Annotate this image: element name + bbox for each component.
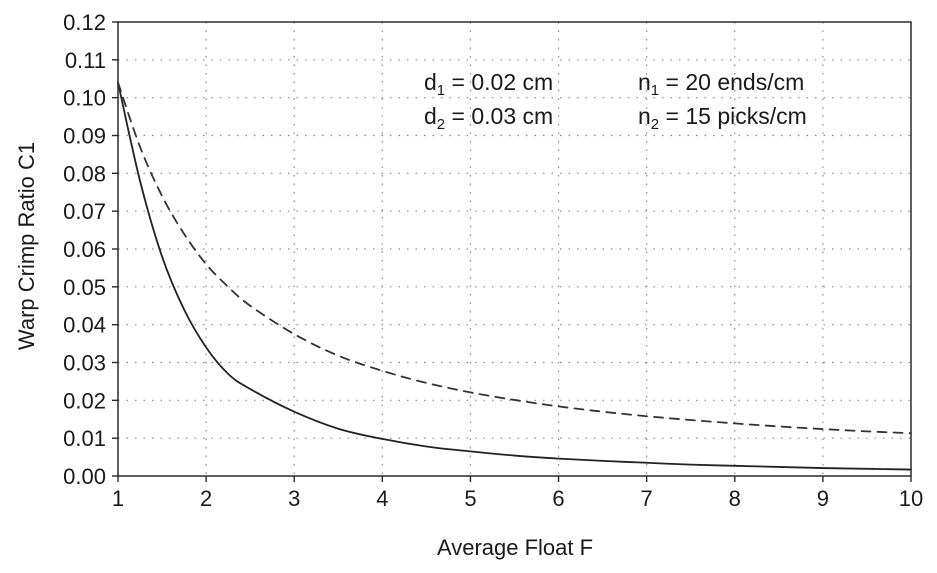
y-axis-title: Warp Crimp Ratio C1 xyxy=(14,142,39,350)
y-tick-label: 0.09 xyxy=(63,124,106,149)
x-tick-label: 9 xyxy=(817,486,829,511)
annotation-text: d1 = 0.02 cm xyxy=(424,69,553,99)
annotation-layer: d1 = 0.02 cm n1 = 20 ends/cm d2 = 0.03 cm n… xyxy=(424,69,807,133)
x-tick-label: 2 xyxy=(200,486,212,511)
series-line-solid xyxy=(117,81,912,471)
x-tick-label: 8 xyxy=(729,486,741,511)
y-tick-label: 0.12 xyxy=(63,10,106,35)
x-tick-label: 4 xyxy=(376,486,388,511)
y-tick-label: 0.10 xyxy=(63,86,106,111)
x-axis-title: Average Float F xyxy=(437,535,593,560)
y-tick-label: 0.03 xyxy=(63,351,106,376)
x-tick-label: 7 xyxy=(641,486,653,511)
annotation-text: d2 = 0.03 cm xyxy=(424,103,553,133)
y-tick-label: 0.05 xyxy=(63,275,106,300)
x-tick-label: 1 xyxy=(112,486,124,511)
y-tick-label: 0.08 xyxy=(63,161,106,186)
series-layer xyxy=(117,81,912,471)
x-tick-label: 5 xyxy=(464,486,476,511)
y-tick-label: 0.11 xyxy=(65,48,106,73)
annotation-text: n2 = 15 picks/cm xyxy=(638,103,807,133)
annotation-text: n1 = 20 ends/cm xyxy=(638,69,804,99)
series-line-dashed xyxy=(117,81,912,435)
y-tick-label: 0.00 xyxy=(63,464,106,489)
y-tick-label: 0.02 xyxy=(63,388,106,413)
y-tick-label: 0.04 xyxy=(63,313,106,338)
y-tick-label: 0.06 xyxy=(63,237,106,262)
x-tick-label: 3 xyxy=(288,486,300,511)
y-tick-label: 0.07 xyxy=(63,199,106,224)
y-tick-label: 0.01 xyxy=(63,426,106,451)
x-tick-label: 10 xyxy=(899,486,923,511)
x-tick-label: 6 xyxy=(552,486,564,511)
ticks-layer: 1 2 3 4 5 6 7 8 9 10 0.00 0.01 0.02 0.03 0.04 0.05 0.06 0… xyxy=(63,10,923,511)
